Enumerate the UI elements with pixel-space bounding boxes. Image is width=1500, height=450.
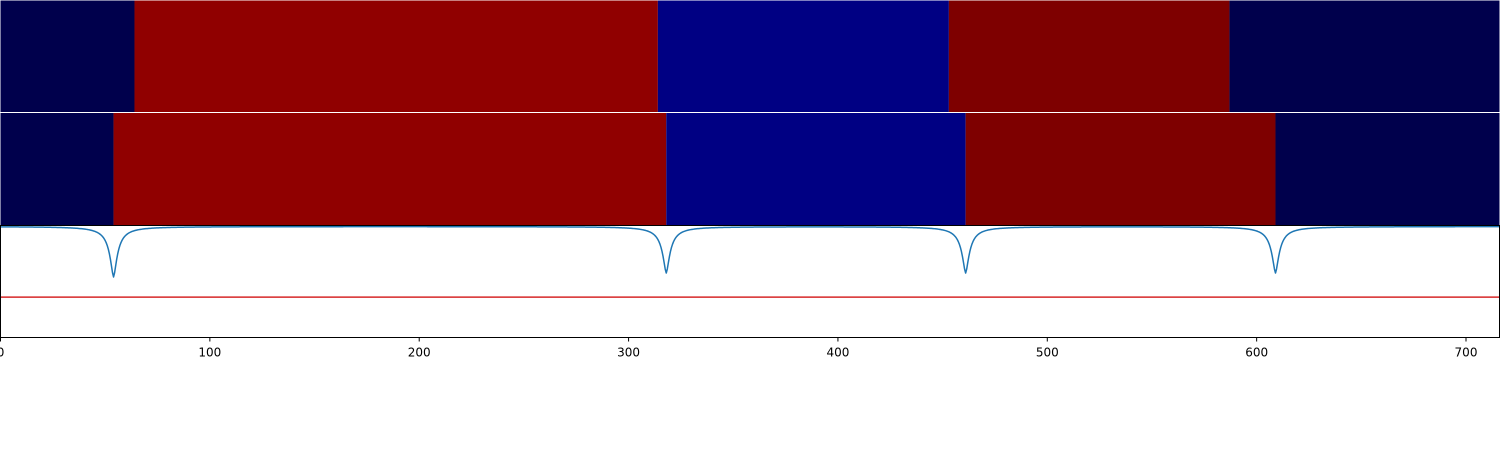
x-tick-label: 700 [1455,346,1478,360]
heatmap-track-middle [0,112,1500,226]
dip-series-line [0,225,1500,278]
line-panel [0,225,1500,298]
heatmap-segment [134,0,658,113]
heatmap-segment [666,112,966,226]
x-tick-label: 0 [0,346,4,360]
x-tick-label: 600 [1245,346,1268,360]
heatmap-track-top [0,0,1500,113]
heatmap-segment [0,112,114,226]
line-panel-frame [0,225,1500,338]
x-tick-label: 200 [408,346,431,360]
x-axis: 0 100 200 300 400 500 600 700 [0,337,1478,360]
x-tick-label: 300 [617,346,640,360]
x-tick-label: 500 [1036,346,1059,360]
heatmap-segment [948,0,1230,113]
x-tick-label: 400 [826,346,849,360]
heatmap-segment [113,112,667,226]
heatmap-segment [657,0,949,113]
x-tick-label: 100 [198,346,221,360]
heatmap-segment [0,0,135,113]
heatmap-segment [965,112,1276,226]
heatmap-segment [1275,112,1500,226]
heatmap-segment [1229,0,1500,113]
